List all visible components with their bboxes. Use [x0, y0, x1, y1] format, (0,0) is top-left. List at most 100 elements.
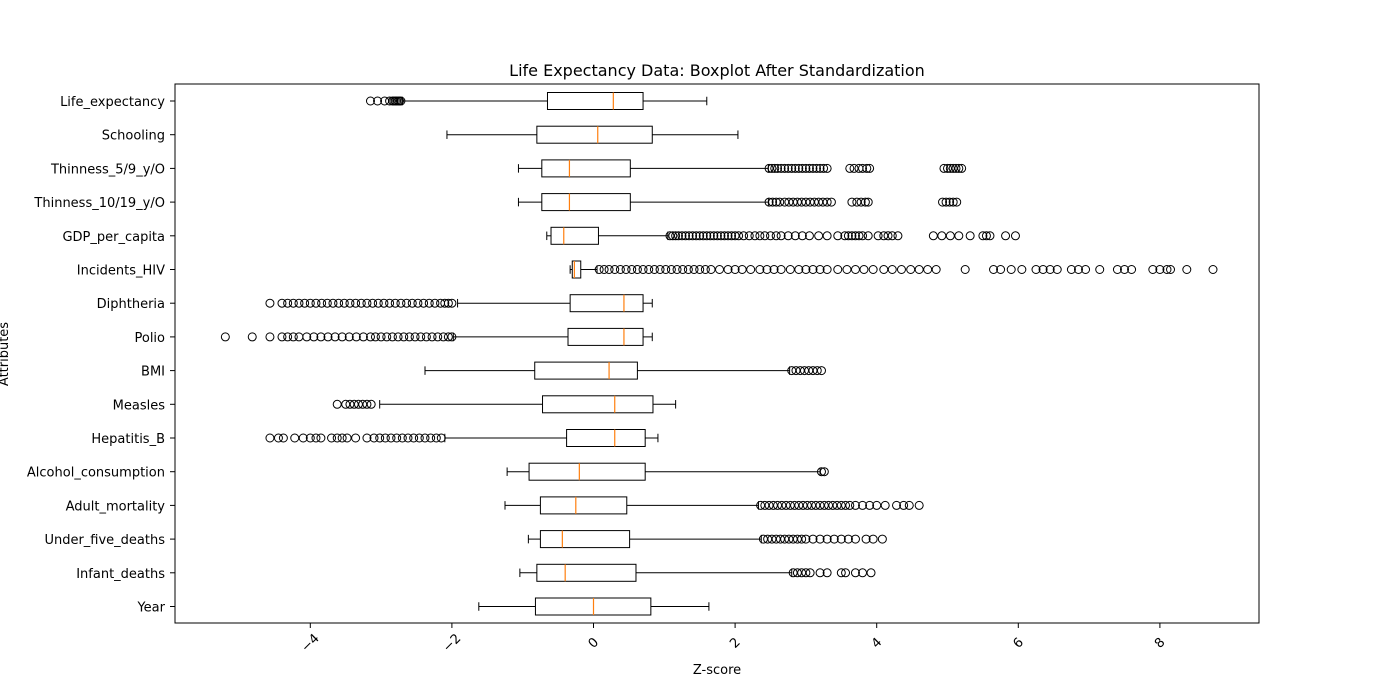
flier-point: [850, 231, 860, 241]
flier-point: [822, 265, 832, 274]
flier-point: [309, 332, 319, 342]
flier-point: [370, 332, 380, 342]
box-adult-mortality: [539, 496, 628, 515]
flier-point: [815, 534, 825, 544]
flier-point: [345, 298, 355, 308]
flier-point: [288, 332, 298, 342]
flier-point: [727, 231, 737, 241]
flier-point: [712, 231, 722, 241]
box-thinness-10-19-y-o: [541, 193, 631, 212]
flier-point: [766, 231, 775, 241]
flier-point: [739, 231, 749, 241]
flier-point: [397, 433, 407, 443]
flier-point: [797, 231, 807, 241]
y-tick-label-under-five-deaths: Under_five_deaths: [44, 533, 165, 548]
flier-point: [868, 265, 878, 274]
flier-point: [604, 265, 614, 274]
flier-point: [691, 231, 701, 241]
flier-point: [294, 298, 304, 308]
flier-point: [957, 163, 967, 173]
flier-point: [298, 433, 308, 443]
flier-point: [420, 433, 430, 443]
flier-point: [283, 332, 293, 342]
y-tick-label-bmi: BMI: [141, 365, 165, 380]
flier-point: [387, 332, 397, 342]
box-diphtheria: [569, 294, 644, 313]
flier-point: [392, 433, 402, 443]
flier-point: [938, 197, 948, 207]
flier-point: [678, 265, 688, 274]
flier-point: [862, 163, 872, 173]
flier-point: [948, 197, 958, 207]
x-tick-label: 2: [727, 635, 743, 651]
flier-point: [822, 568, 832, 578]
flier-point: [265, 298, 275, 308]
flier-point: [413, 298, 423, 308]
flier-point: [339, 298, 349, 308]
x-tick-label: 4: [869, 635, 885, 651]
flier-point: [860, 197, 870, 207]
flier-point: [1038, 265, 1048, 274]
flier-point: [368, 298, 378, 308]
flier-point: [700, 265, 710, 274]
flier-point: [801, 568, 811, 578]
y-tick-label-thinness-10-19-y-o: Thinness_10/19_y/O: [33, 196, 165, 211]
flier-point: [978, 231, 988, 241]
flier-point: [1166, 265, 1176, 274]
flier-point: [762, 265, 772, 274]
flier-point: [801, 265, 811, 274]
flier-point: [328, 298, 338, 308]
box-bmi: [534, 361, 638, 380]
flier-point: [443, 298, 453, 308]
flier-point: [760, 231, 770, 241]
flier-point: [1010, 231, 1020, 241]
y-tick-label-measles: Measles: [113, 398, 166, 413]
box-hepatitis-b: [566, 429, 646, 447]
flier-point: [427, 332, 437, 342]
flier-point: [769, 265, 779, 274]
flier-point: [409, 433, 419, 443]
flier-point: [842, 265, 852, 274]
flier-point: [771, 231, 781, 241]
flier-point: [899, 500, 909, 510]
box-thinness-5-9-y-o: [541, 159, 631, 178]
flier-point: [755, 231, 765, 241]
flier-point: [785, 265, 795, 274]
flier-point: [705, 231, 715, 241]
flier-point: [952, 197, 962, 207]
flier-point: [783, 231, 793, 241]
y-tick-label-thinness-5-9-y-o: Thinness_5/9_y/O: [50, 162, 165, 177]
y-tick-label-schooling: Schooling: [102, 129, 165, 144]
flier-point: [981, 231, 991, 241]
flier-point: [787, 163, 797, 173]
flier-point: [744, 231, 754, 241]
flier-point: [1066, 265, 1076, 274]
flier-point: [375, 433, 385, 443]
flier-point: [858, 231, 868, 241]
flier-point: [904, 500, 914, 510]
flier-point: [337, 332, 347, 342]
flier-point: [362, 433, 372, 443]
flier-point: [681, 231, 691, 241]
flier-point: [443, 332, 453, 342]
flier-point: [386, 433, 396, 443]
flier-point: [380, 433, 390, 443]
flier-point: [265, 332, 275, 342]
flier-point: [356, 298, 366, 308]
flier-point: [816, 366, 826, 376]
y-tick-label-hepatitis-b: Hepatitis_B: [91, 432, 165, 447]
flier-point: [790, 163, 800, 173]
flier-point: [283, 298, 293, 308]
y-tick-label-gdp-per-capita: GDP_per_capita: [62, 230, 165, 245]
flier-point: [1017, 265, 1027, 274]
flier-point: [776, 231, 786, 241]
flier-point: [773, 163, 783, 173]
flier-point: [750, 231, 760, 241]
flier-point: [746, 265, 756, 274]
flier-point: [706, 265, 716, 274]
flier-point: [407, 298, 417, 308]
flier-point: [220, 332, 230, 342]
flier-point: [330, 332, 340, 342]
flier-point: [433, 332, 443, 342]
flier-point: [1081, 265, 1091, 274]
